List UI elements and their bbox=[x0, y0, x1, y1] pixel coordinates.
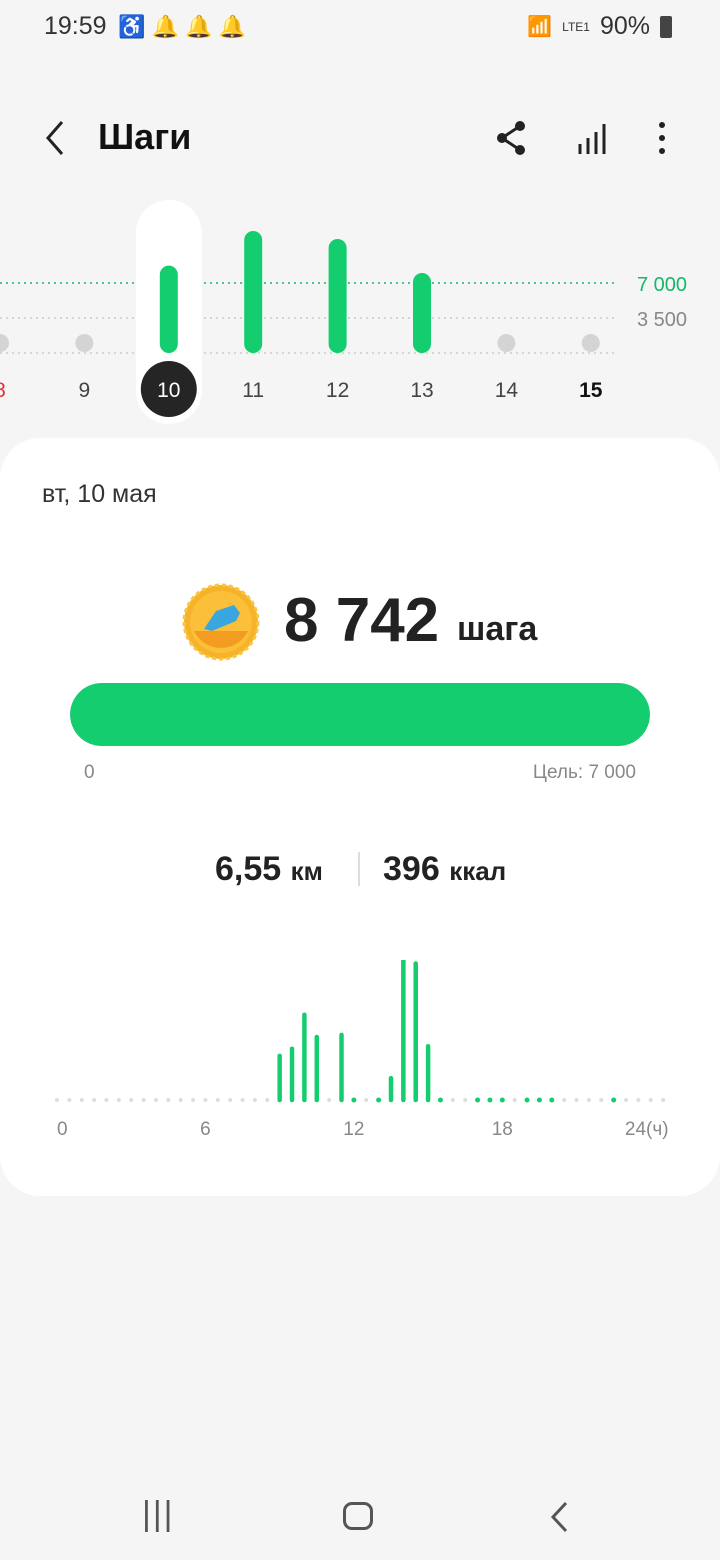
empty-slot-dot bbox=[129, 1098, 134, 1102]
empty-slot-dot bbox=[512, 1098, 517, 1102]
day-label: 9 bbox=[79, 379, 91, 402]
empty-slot-dot bbox=[252, 1098, 257, 1102]
day-label: 14 bbox=[495, 379, 519, 402]
wifi-icon: 📶 bbox=[527, 16, 553, 38]
empty-slot-dot bbox=[574, 1098, 579, 1102]
day-label: 10 bbox=[157, 379, 180, 402]
empty-slot-dot bbox=[648, 1098, 653, 1102]
notification-icons: ♿ 🔔 🔔 🔔 bbox=[118, 14, 246, 39]
back-icon[interactable] bbox=[40, 118, 70, 158]
day-detail-card bbox=[0, 438, 720, 1196]
activity-dot bbox=[437, 1097, 443, 1103]
empty-slot-dot bbox=[203, 1098, 208, 1102]
selected-date: вт, 10 мая bbox=[42, 480, 157, 508]
empty-slot-dot bbox=[240, 1098, 245, 1102]
empty-slot-dot bbox=[562, 1098, 567, 1102]
empty-slot-dot bbox=[153, 1098, 158, 1102]
empty-slot-dot bbox=[586, 1098, 591, 1102]
selected-day-circle bbox=[140, 361, 197, 417]
week-chart[interactable]: 8 9 10 11 12 13 14 15 bbox=[0, 190, 720, 435]
distance-unit: км bbox=[290, 856, 323, 886]
page-title: Шаги bbox=[98, 116, 192, 157]
goal-progress-bar bbox=[70, 683, 650, 746]
distance: 6,55 км bbox=[215, 850, 323, 889]
empty-slot-dot bbox=[178, 1098, 183, 1102]
day-label: 13 bbox=[410, 379, 433, 402]
empty-slot-dot bbox=[265, 1098, 270, 1102]
home-button[interactable] bbox=[343, 1502, 373, 1530]
distance-value: 6,55 bbox=[215, 850, 282, 888]
empty-slot-dot bbox=[215, 1098, 220, 1102]
progress-min: 0 bbox=[84, 762, 95, 783]
day-label: 11 bbox=[242, 379, 264, 402]
goal-tick: 7 000 bbox=[637, 274, 688, 296]
activity-dot bbox=[487, 1097, 493, 1103]
more-icon[interactable] bbox=[652, 120, 672, 156]
empty-slot-dot bbox=[624, 1098, 629, 1102]
day-empty-dot bbox=[0, 334, 9, 352]
progress-goal: Цель: 7 000 bbox=[532, 762, 636, 783]
hourly-chart: 0 6 12 18 24(ч) bbox=[55, 960, 669, 1140]
calories-value: 396 bbox=[383, 850, 440, 888]
hour-tick: 0 bbox=[57, 1119, 68, 1140]
empty-slot-dot bbox=[55, 1098, 59, 1102]
hour-tick: 12 bbox=[343, 1119, 364, 1140]
empty-slot-dot bbox=[661, 1098, 666, 1102]
goal-progress-fill bbox=[70, 683, 650, 746]
share-icon[interactable] bbox=[494, 120, 528, 156]
day-empty-dot bbox=[75, 334, 94, 352]
empty-slot-dot bbox=[79, 1098, 84, 1102]
step-goal-badge-icon bbox=[182, 583, 260, 661]
day-label: 8 bbox=[0, 379, 6, 402]
network-label: LTE1 bbox=[562, 19, 590, 34]
back-button[interactable] bbox=[548, 1500, 572, 1534]
activity-dot bbox=[376, 1097, 382, 1103]
calories-unit: ккал bbox=[449, 856, 507, 886]
empty-slot-dot bbox=[636, 1098, 641, 1102]
activity-dot bbox=[499, 1097, 505, 1103]
status-right: 📶 LTE1 90% bbox=[527, 12, 672, 41]
empty-slot-dot bbox=[327, 1098, 332, 1102]
empty-slot-dot bbox=[191, 1098, 196, 1102]
day-label: 12 bbox=[326, 379, 349, 402]
empty-slot-dot bbox=[463, 1098, 468, 1102]
empty-slot-dot bbox=[599, 1098, 604, 1102]
empty-slot-dot bbox=[67, 1098, 72, 1102]
empty-slot-dot bbox=[92, 1098, 97, 1102]
activity-dot bbox=[536, 1097, 542, 1103]
hour-tick: 6 bbox=[200, 1119, 211, 1140]
chart-icon[interactable] bbox=[576, 120, 610, 156]
empty-slot-dot bbox=[228, 1098, 233, 1102]
battery-level: 90% bbox=[599, 12, 650, 40]
battery-icon bbox=[660, 15, 672, 38]
recent-apps-button[interactable]: ||| bbox=[142, 1495, 175, 1533]
status-time: 19:59 bbox=[44, 12, 107, 40]
empty-slot-dot bbox=[166, 1098, 171, 1102]
step-count: 8 742 bbox=[284, 586, 440, 655]
stat-divider bbox=[358, 852, 360, 886]
hour-tick: 24(ч) bbox=[625, 1119, 669, 1140]
hour-tick: 18 bbox=[492, 1119, 513, 1140]
activity-dot bbox=[549, 1097, 555, 1103]
step-unit: шага bbox=[457, 610, 538, 648]
empty-slot-dot bbox=[104, 1098, 109, 1102]
day-label: 15 bbox=[579, 379, 603, 402]
activity-dot bbox=[475, 1097, 481, 1103]
empty-slot-dot bbox=[116, 1098, 121, 1102]
activity-dot bbox=[524, 1097, 530, 1103]
activity-dot bbox=[611, 1097, 617, 1103]
empty-slot-dot bbox=[450, 1098, 455, 1102]
activity-dot bbox=[351, 1097, 357, 1103]
day-empty-dot bbox=[497, 334, 516, 352]
calories: 396 ккал bbox=[383, 850, 506, 889]
empty-slot-dot bbox=[141, 1098, 146, 1102]
half-goal-tick: 3 500 bbox=[637, 309, 688, 331]
empty-slot-dot bbox=[364, 1098, 369, 1102]
day-empty-dot bbox=[581, 334, 600, 352]
